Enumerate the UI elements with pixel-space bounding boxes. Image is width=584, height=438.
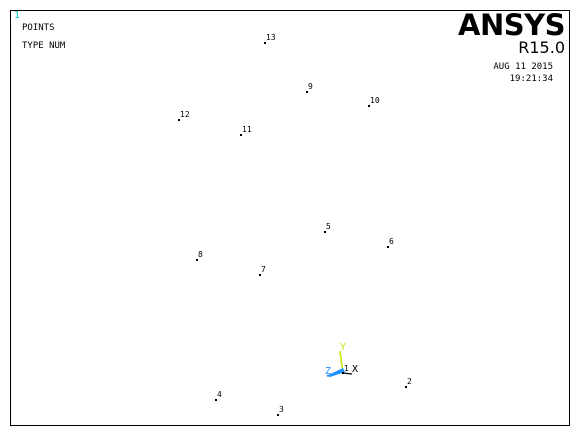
keypoint-marker-2[interactable] xyxy=(405,386,407,388)
keypoint-label-1: 1 xyxy=(344,364,349,373)
keypoint-label-3: 3 xyxy=(279,405,284,414)
keypoint-marker-8[interactable] xyxy=(196,259,198,261)
keypoints-group: 2 3 4 5 6 7 8 9 10 11 12 13 xyxy=(178,33,412,416)
logo-block: ANSYS R15.0 xyxy=(458,7,566,57)
triad-z-label: Z xyxy=(325,366,331,377)
graphics-window[interactable] xyxy=(10,10,570,426)
keypoint-label-6: 6 xyxy=(389,237,394,246)
keypoint-marker-12[interactable] xyxy=(178,119,180,121)
keypoint-marker-7[interactable] xyxy=(259,274,261,276)
release-version: R15.0 xyxy=(518,38,565,57)
window-number: 1 xyxy=(14,10,21,21)
keypoint-label-4: 4 xyxy=(217,390,222,399)
keypoint-label-5: 5 xyxy=(326,222,331,231)
plot-time: 19:21:34 xyxy=(509,74,553,84)
triad-x-axis xyxy=(342,372,353,375)
ansys-logo: ANSYS xyxy=(458,7,566,43)
keypoint-marker-3[interactable] xyxy=(277,414,279,416)
keypoint-marker-11[interactable] xyxy=(240,134,242,136)
keypoint-label-7: 7 xyxy=(261,265,266,274)
keypoint-label-12: 12 xyxy=(180,110,190,119)
triad-z-axis-line xyxy=(326,371,344,377)
keypoint-marker-13[interactable] xyxy=(264,42,266,44)
keypoint-marker-5[interactable] xyxy=(324,231,326,233)
legend-numbering: TYPE NUM xyxy=(22,41,66,51)
keypoint-marker-6[interactable] xyxy=(387,246,389,248)
keypoint-marker-4[interactable] xyxy=(215,399,217,401)
coordinate-triad: Y Z X 1 xyxy=(325,342,358,377)
keypoint-marker-1 xyxy=(342,372,344,374)
keypoint-label-8: 8 xyxy=(198,250,203,259)
triad-y-label: Y xyxy=(340,342,346,353)
plot-date: AUG 11 2015 xyxy=(493,62,553,72)
keypoint-label-13: 13 xyxy=(266,33,276,42)
keypoint-label-2: 2 xyxy=(407,377,412,386)
keypoint-marker-10[interactable] xyxy=(368,105,370,107)
keypoint-marker-9[interactable] xyxy=(306,91,308,93)
triad-x-label: X xyxy=(352,364,358,375)
keypoint-label-10: 10 xyxy=(370,96,380,105)
keypoint-label-9: 9 xyxy=(308,82,313,91)
keypoint-label-11: 11 xyxy=(242,125,252,134)
legend-entity-type: POINTS xyxy=(22,23,55,33)
